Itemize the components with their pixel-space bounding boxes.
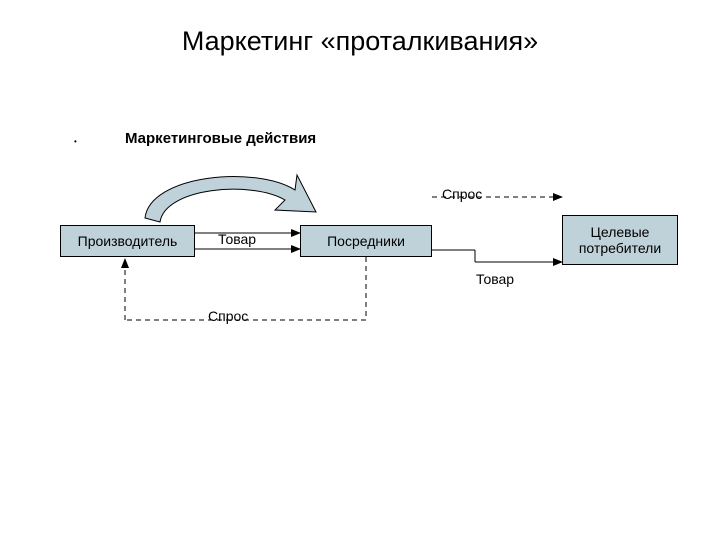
label-goods-left: Товар — [218, 231, 256, 247]
bullet-marker: • — [74, 137, 77, 146]
node-consumers: Целевые потребители — [562, 215, 678, 265]
node-producer-label: Производитель — [78, 233, 178, 249]
label-demand-top: Спрос — [442, 186, 482, 202]
curved-arrow — [145, 175, 316, 222]
diagram-svg — [0, 0, 720, 540]
node-intermediaries: Посредники — [300, 225, 432, 257]
slide-subtitle: Маркетинговые действия — [125, 130, 316, 147]
slide-title: Маркетинг «проталкивания» — [0, 26, 720, 57]
node-producer: Производитель — [60, 225, 195, 257]
label-demand-bottom: Спрос — [208, 308, 248, 324]
node-consumers-label: Целевые потребители — [565, 224, 675, 256]
node-intermediaries-label: Посредники — [327, 233, 405, 249]
label-goods-right: Товар — [476, 271, 514, 287]
